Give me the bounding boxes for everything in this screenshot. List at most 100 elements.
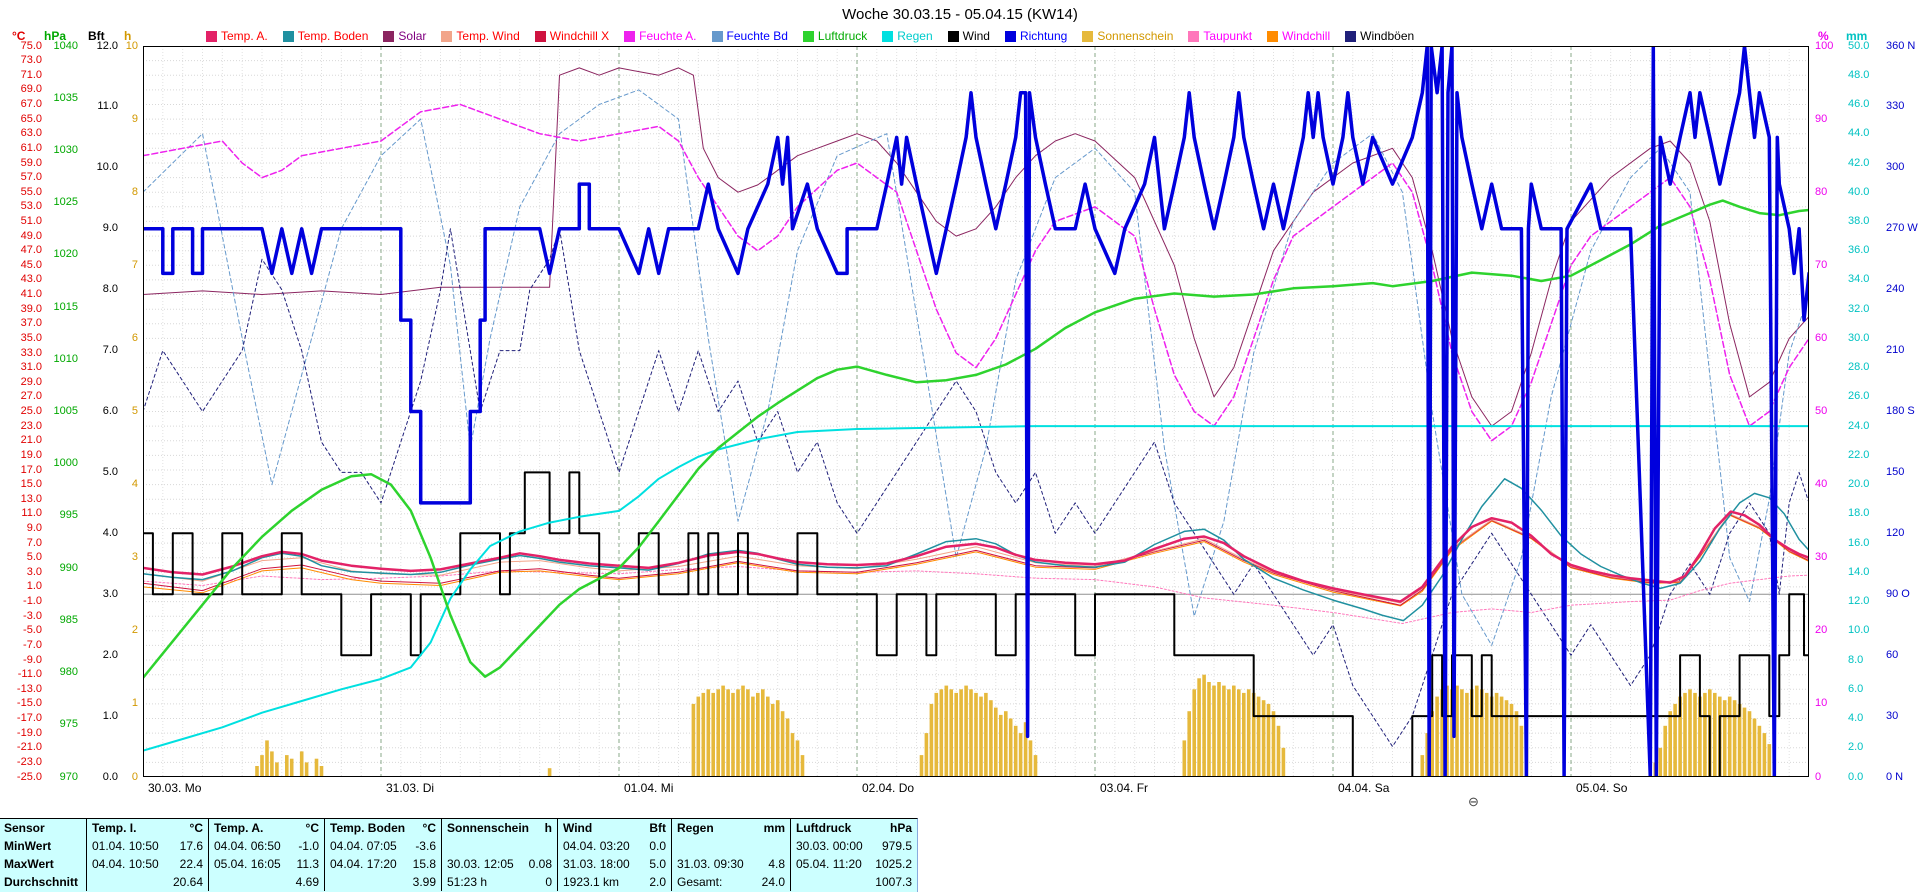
pressure-axis-tick: 985 [59, 613, 78, 626]
sunshine-bar [270, 751, 274, 777]
temp-axis-tick: -5.0 [23, 624, 42, 637]
sunshine-bar [761, 689, 765, 777]
stat-cell: 30.03. 12:05 0.08 [441, 855, 557, 873]
sunshine-bar [1663, 725, 1667, 777]
stat-cell: 01.04. 10:50 17.6 [86, 837, 208, 855]
sunshine-bar [1762, 733, 1767, 777]
rain-axis-tick: 0.0 [1848, 770, 1864, 783]
stat-value: 1025.2 [875, 857, 912, 871]
stat-value: -1.0 [298, 839, 319, 853]
sunshine-bar [721, 685, 725, 777]
legend-item-feuchte-bd: Feuchte Bd [711, 29, 788, 43]
sunshine-bar [790, 733, 795, 777]
sunshine-bar [751, 696, 755, 777]
sunshine-bar [1212, 685, 1216, 777]
stat-datetime: 31.03. 09:30 [677, 857, 744, 871]
bft-axis-header: Bft [88, 29, 105, 43]
sun-axis-tick: 6 [131, 331, 138, 344]
legend-item-temp-wind: Temp. Wind [441, 29, 520, 43]
series-regen [143, 425, 1809, 752]
sunshine-bar [1192, 689, 1196, 777]
sunshine-bar [696, 696, 701, 777]
rain-axis-tick: 28.0 [1848, 361, 1870, 374]
rain-axis-tick: 22.0 [1848, 448, 1870, 461]
sunshine-bar [289, 758, 294, 777]
stat-datetime: 04.04. 06:50 [214, 839, 281, 853]
bft-axis-tick: 8.0 [102, 283, 118, 296]
legend-item-solar: Solar [383, 29, 426, 43]
column-name: Regen [677, 821, 714, 835]
stat-value: 0.0 [649, 839, 666, 853]
hum-axis-tick: 0 [1815, 770, 1822, 783]
sunshine-bar [1673, 703, 1677, 777]
sunshine-bar [1494, 692, 1499, 777]
x-axis-day-label: 05.04. So [1576, 781, 1628, 795]
rain-axis-tick: 6.0 [1848, 682, 1864, 695]
legend-label: Temp. Boden [297, 29, 369, 43]
temp-axis-tick: 9.0 [26, 522, 42, 534]
series-windboeen [143, 228, 1809, 747]
column-unit: h [544, 821, 552, 835]
sunshine-bar [800, 755, 805, 777]
luftdruck-swatch-icon [802, 30, 814, 42]
sunshine-bar [1732, 700, 1737, 777]
sunshine-bar [919, 755, 924, 777]
temp-axis-tick: 25.0 [20, 405, 42, 417]
pressure-axis-tick: 1005 [53, 405, 78, 417]
temp-axis-tick: 19.0 [20, 448, 42, 461]
sunshine-bar [304, 762, 309, 777]
sun-axis-tick: 8 [131, 185, 138, 198]
wind-swatch-icon [947, 30, 959, 42]
series-richtung [143, 46, 1809, 777]
temp-axis-tick: 37.0 [20, 317, 42, 330]
temp-axis-tick: 51.0 [20, 214, 42, 227]
temp-axis-tick: 69.0 [20, 83, 42, 96]
stat-value: 15.8 [412, 857, 436, 871]
dir-axis-tick: 150 [1886, 465, 1905, 478]
stat-value: 20.64 [172, 875, 203, 889]
sunshine-bar [1688, 689, 1692, 777]
temp-axis-tick: 59.0 [20, 156, 42, 169]
sunshine-bar [1187, 711, 1191, 777]
row-label-cell: Durchschnitt [4, 875, 79, 889]
pressure-axis-tick: 1015 [53, 300, 78, 313]
stat-cell: Temp. I. °C [86, 819, 208, 837]
sunshine-bar [265, 740, 269, 777]
sunshine-bar [711, 692, 715, 777]
sunshine-bar [1455, 685, 1459, 777]
stat-cell: Temp. Boden °C [324, 819, 441, 837]
sun-axis-tick: 9 [131, 112, 138, 125]
sunshine-bar [736, 689, 740, 777]
stats-table: Sensor Temp. I. °C Temp. A. °C Temp. Boden °C S… [0, 818, 918, 892]
windchill-x-swatch-icon [534, 30, 546, 42]
stat-value: 2.0 [649, 875, 666, 889]
sunshine-bar [756, 692, 760, 777]
stat-value: 4.69 [295, 875, 319, 889]
dir-axis-tick: 120 [1886, 526, 1905, 539]
sunshine-bar [1440, 689, 1444, 777]
stat-cell: 31.03. 18:00 5.0 [557, 855, 671, 873]
temp-axis-tick: 1.0 [26, 580, 42, 593]
sunshine-bar [934, 692, 939, 777]
temp-axis-tick: 35.0 [20, 331, 42, 344]
temp-axis-tick: 13.0 [20, 492, 42, 505]
legend-item-windchill: Windchill [1267, 29, 1330, 43]
sunshine-bar [1182, 740, 1187, 777]
legend-label: Feuchte A. [639, 29, 697, 43]
stat-cell: 1007.3 [790, 873, 917, 891]
row-label-cell: MinWert [4, 839, 52, 853]
series-wind [143, 471, 1809, 777]
rain-axis-tick: 32.0 [1848, 302, 1870, 315]
rain-axis-tick: 26.0 [1848, 390, 1870, 403]
row-label-cell: MaxWert [4, 857, 54, 871]
sunshine-bar [691, 703, 696, 777]
temp-axis-tick: -17.0 [16, 712, 42, 724]
sunshine-bar [795, 740, 800, 777]
series-luftdruck [143, 199, 1809, 680]
rain-axis-tick: 12.0 [1848, 595, 1870, 608]
temp-axis-tick: 67.0 [20, 98, 42, 110]
sunshine-bar [1504, 700, 1509, 777]
sunshine-bar [1752, 718, 1757, 777]
bft-axis-tick: 2.0 [102, 648, 118, 661]
temp-axis-tick: -9.0 [23, 653, 42, 666]
